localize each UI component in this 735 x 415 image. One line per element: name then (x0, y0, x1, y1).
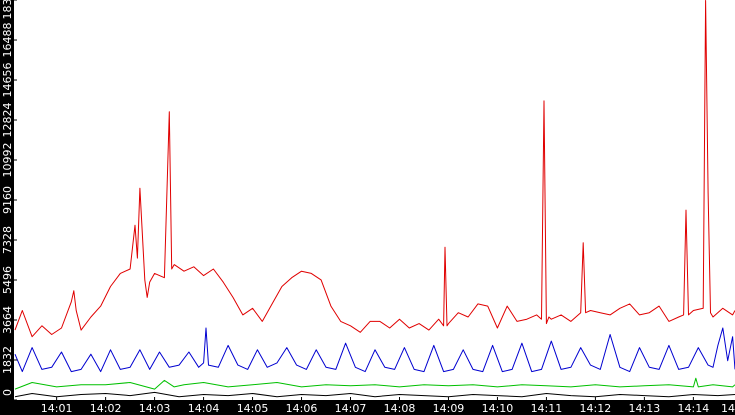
y-tick-label: 7328 (1, 226, 14, 254)
series-layer (14, 0, 735, 398)
x-tick-label: 14:08 (384, 402, 416, 415)
x-tick-label: 14:03 (139, 402, 171, 415)
y-tick-label: 0 (1, 389, 14, 396)
x-axis-ticks: 14:01 14:02 14:03 14:04 14:05 14:06 14:07 14:08… (41, 397, 735, 415)
x-axis-bar (0, 400, 735, 415)
x-tick-label: 14:13 (629, 402, 661, 415)
series-line-2 (14, 327, 735, 373)
x-tick-label: 14:10 (482, 402, 514, 415)
y-tick-label: 10992 (1, 143, 14, 178)
y-tick-label: 16488 (1, 23, 14, 58)
y-tick-label: 1832 (1, 346, 14, 374)
x-tick-label: 14:11 (531, 402, 563, 415)
x-tick-label: 14:09 (433, 402, 465, 415)
x-tick-label: 14:02 (90, 402, 122, 415)
x-tick-label: 14:04 (188, 402, 220, 415)
y-tick-label: 18321 (1, 0, 14, 20)
x-tick-label: 14:06 (286, 402, 318, 415)
x-tick-label: 14:14 (678, 402, 710, 415)
series-line-3 (14, 377, 735, 390)
x-tick-label: 14:01 (41, 402, 73, 415)
y-tick-label: 3664 (1, 306, 14, 334)
x-tick-label: 14:12 (580, 402, 612, 415)
y-tick-label: 12824 (1, 103, 14, 138)
series-line-4 (14, 391, 735, 398)
series-line-1 (14, 0, 735, 338)
y-tick-label: 5496 (1, 266, 14, 294)
y-tick-label: 14656 (1, 63, 14, 98)
x-tick-label: 14 (721, 402, 735, 415)
y-tick-label: 9160 (1, 186, 14, 214)
x-tick-label: 14:07 (335, 402, 367, 415)
y-axis-ticks: 0 1832 3664 5496 7328 9160 10992 12824 14656 1648… (1, 0, 17, 401)
y-axis-bar (0, 0, 14, 415)
x-tick-label: 14:05 (237, 402, 269, 415)
